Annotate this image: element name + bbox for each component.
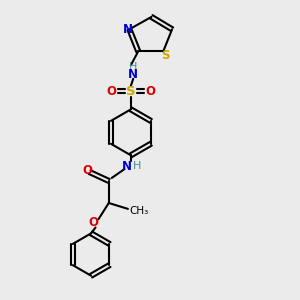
Text: S: S [161,49,170,62]
Text: N: N [122,160,132,173]
Text: O: O [82,164,92,177]
Text: H: H [129,62,137,72]
Text: O: O [107,85,117,98]
Text: CH₃: CH₃ [129,206,148,216]
Text: O: O [145,85,155,98]
Text: N: N [128,68,138,80]
Text: H: H [133,161,141,171]
Text: O: O [88,216,98,229]
Text: S: S [126,85,136,98]
Text: N: N [123,23,133,36]
